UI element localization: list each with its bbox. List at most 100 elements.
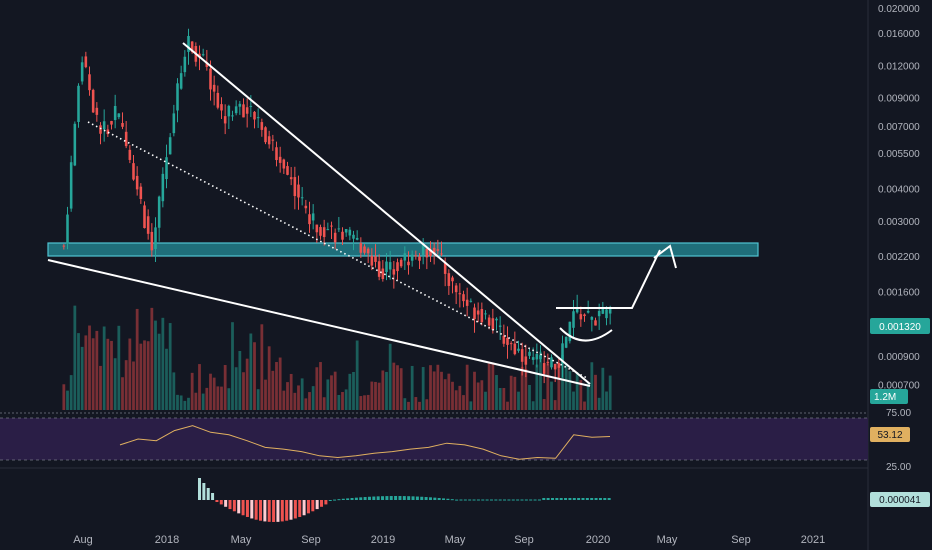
macd-bar xyxy=(367,496,371,500)
volume-bar xyxy=(425,399,429,410)
candle-body xyxy=(561,343,564,364)
candle-body xyxy=(209,68,212,90)
candle-body xyxy=(187,35,190,52)
price-tick: 0.012000 xyxy=(878,61,920,72)
macd-bar xyxy=(311,500,315,512)
volume-bar xyxy=(447,373,451,410)
macd-bar xyxy=(472,499,476,501)
upper-trendline[interactable] xyxy=(182,42,591,385)
volume-bar xyxy=(256,389,260,410)
candle-body xyxy=(366,248,370,254)
volume-bar xyxy=(271,370,275,410)
macd-bar xyxy=(267,500,271,522)
volume-bar xyxy=(146,341,150,410)
macd-bar xyxy=(420,496,424,500)
volume-bar xyxy=(99,365,102,410)
macd-bar xyxy=(516,499,520,501)
macd-bar xyxy=(346,498,350,500)
candle-body xyxy=(531,357,535,360)
candle-body xyxy=(66,214,69,244)
candle-body xyxy=(80,62,84,82)
volume-bar xyxy=(561,354,564,410)
volume-bar xyxy=(564,364,568,410)
candle-body xyxy=(440,253,443,255)
candle-body xyxy=(410,254,414,261)
mid-dotted-trendline[interactable] xyxy=(87,121,588,379)
candle-body xyxy=(443,262,447,274)
volume-bar xyxy=(330,375,333,410)
volume-bar xyxy=(469,401,473,410)
volume-bar xyxy=(322,397,326,410)
rsi-tick-upper: 75.00 xyxy=(886,408,911,419)
resistance-zone[interactable] xyxy=(47,242,759,257)
volume-bar xyxy=(121,377,124,410)
rounded-bottom-curve[interactable] xyxy=(559,327,613,342)
volume-bar xyxy=(73,305,77,410)
candle-body xyxy=(77,85,80,122)
volume-bar xyxy=(553,400,557,410)
trendline-annotations[interactable] xyxy=(47,42,677,387)
volume-bar xyxy=(110,340,113,410)
time-axis[interactable]: Aug 2018 May Sep 2019 May Sep 2020 May Sep 2021 xyxy=(73,534,825,546)
volume-bar xyxy=(366,394,370,410)
candle-body xyxy=(396,262,399,272)
macd-bar xyxy=(511,499,515,501)
candle-body xyxy=(597,310,601,317)
candle-body xyxy=(289,177,293,180)
volume-bar xyxy=(579,380,583,410)
volume-bar xyxy=(535,364,539,410)
volume-bar xyxy=(396,365,399,410)
volume-bar xyxy=(267,346,271,410)
volume-bar xyxy=(66,390,69,410)
volume-bar xyxy=(359,396,363,410)
breakout-projection-line[interactable] xyxy=(556,249,661,309)
macd-bar xyxy=(581,498,585,500)
candle-body xyxy=(586,310,590,313)
volume-bar xyxy=(176,394,179,410)
volume-bar xyxy=(517,391,520,410)
candle-body xyxy=(146,216,150,234)
candle-body xyxy=(341,231,344,240)
macd-bar xyxy=(537,499,541,501)
macd-bar xyxy=(411,496,415,500)
macd-bar xyxy=(206,488,210,500)
volume-bar xyxy=(421,367,425,410)
candle-body xyxy=(311,213,315,221)
candle-body xyxy=(454,285,458,293)
candle-body xyxy=(568,321,572,342)
volume-bar xyxy=(289,373,293,410)
candle-body xyxy=(337,228,341,230)
volume-bar xyxy=(550,381,553,410)
time-tick: May xyxy=(657,534,678,546)
volume-bar xyxy=(297,385,300,410)
price-tick: 0.009000 xyxy=(878,94,920,105)
macd-bar xyxy=(503,499,507,501)
candle-body xyxy=(293,177,297,197)
macd-bar xyxy=(385,496,389,500)
candle-body xyxy=(333,232,337,243)
macd-bar xyxy=(463,499,467,501)
candle-body xyxy=(223,116,227,124)
candle-body xyxy=(583,314,586,317)
volume-bar xyxy=(201,393,205,410)
volume-bar xyxy=(106,338,110,410)
volume-bar xyxy=(531,401,535,410)
macd-bar xyxy=(607,498,611,500)
macd-bar xyxy=(315,500,319,510)
time-tick: May xyxy=(231,534,252,546)
macd-bar xyxy=(298,500,302,517)
candle-body xyxy=(322,227,326,238)
price-tick: 0.000900 xyxy=(878,352,920,363)
volume-bar xyxy=(293,392,297,410)
volume-bar xyxy=(124,360,128,410)
volume-bar xyxy=(253,342,256,410)
macd-bar xyxy=(241,500,245,516)
macd-bar xyxy=(381,496,385,500)
volume-bar xyxy=(476,382,480,410)
volume-bar xyxy=(278,357,282,410)
volume-label: 1.2M xyxy=(874,392,896,403)
lower-trendline[interactable] xyxy=(47,259,591,387)
macd-bar xyxy=(376,496,380,500)
last-price-label: 0.001320 xyxy=(879,322,921,333)
candle-body xyxy=(212,84,216,92)
